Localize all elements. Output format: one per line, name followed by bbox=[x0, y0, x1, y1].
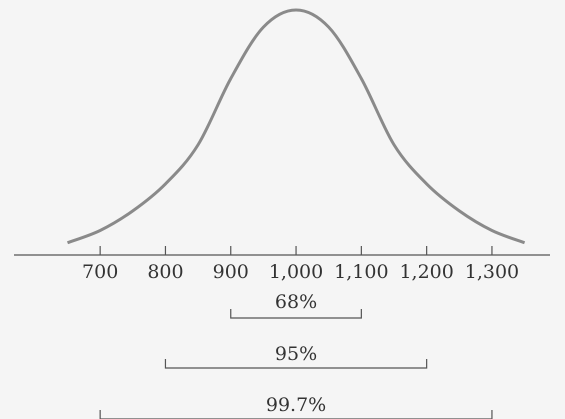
interval-label: 68% bbox=[275, 291, 317, 313]
x-tick-label: 1,300 bbox=[465, 261, 519, 283]
interval-bracket bbox=[164, 359, 428, 369]
x-tick-label: 1,200 bbox=[399, 261, 453, 283]
x-tick-label: 900 bbox=[213, 261, 249, 283]
interval-label: 99.7% bbox=[266, 394, 326, 416]
x-tick-label: 1,100 bbox=[334, 261, 388, 283]
interval-label: 95% bbox=[275, 343, 317, 365]
curve bbox=[66, 8, 526, 245]
x-tick-label: 800 bbox=[147, 261, 183, 283]
x-tick-label: 700 bbox=[82, 261, 118, 283]
interval-bracket bbox=[99, 410, 493, 419]
x-tick-label: 1,000 bbox=[269, 261, 323, 283]
interval-bracket bbox=[230, 309, 362, 319]
